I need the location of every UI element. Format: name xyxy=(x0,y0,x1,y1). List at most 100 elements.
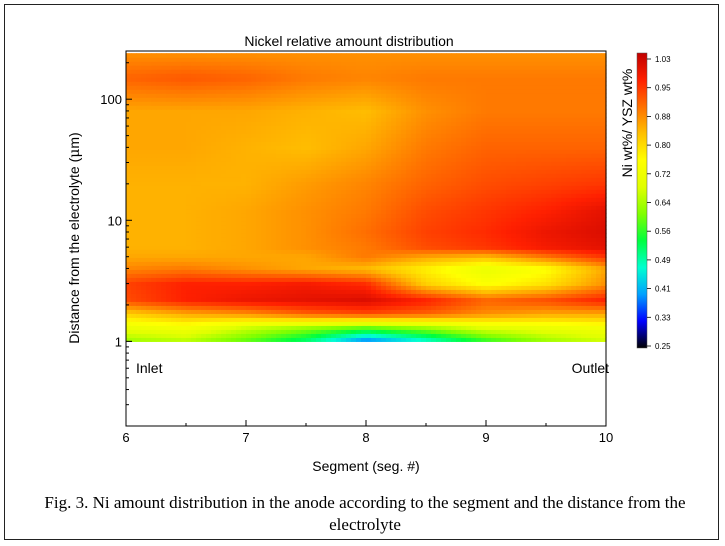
heatmap-cell xyxy=(286,169,292,174)
heatmap-cell xyxy=(476,269,482,274)
heatmap-cell xyxy=(331,201,337,206)
heatmap-cell xyxy=(501,137,507,142)
heatmap-cell xyxy=(416,205,422,210)
heatmap-cell xyxy=(126,201,132,206)
heatmap-cell xyxy=(451,149,457,154)
heatmap-cell xyxy=(296,297,302,302)
heatmap-cell xyxy=(346,265,352,270)
heatmap-cell xyxy=(296,301,302,306)
heatmap-cell xyxy=(516,133,522,138)
heatmap-cell xyxy=(451,293,457,298)
heatmap-cell xyxy=(551,173,557,178)
heatmap-cell xyxy=(151,205,157,210)
heatmap-cell xyxy=(331,241,337,246)
heatmap-cell xyxy=(436,277,442,282)
heatmap-cell xyxy=(486,173,492,178)
heatmap-cell xyxy=(591,289,597,294)
heatmap-cell xyxy=(286,261,292,266)
heatmap-cell xyxy=(181,253,187,258)
heatmap-cell xyxy=(586,277,592,282)
heatmap-cell xyxy=(211,225,217,230)
heatmap-cell xyxy=(496,217,502,222)
heatmap-cell xyxy=(451,309,457,314)
heatmap-cell xyxy=(156,213,162,218)
heatmap-cell xyxy=(361,249,367,254)
heatmap-cell xyxy=(211,209,217,214)
heatmap-cell xyxy=(376,249,382,254)
heatmap-cell xyxy=(461,173,467,178)
heatmap-cell xyxy=(506,237,512,242)
heatmap-cell xyxy=(266,185,272,190)
heatmap-cell xyxy=(291,185,297,190)
heatmap-cell xyxy=(526,321,532,326)
heatmap-cell xyxy=(251,269,257,274)
heatmap-cell xyxy=(296,157,302,162)
heatmap-cell xyxy=(346,141,352,146)
heatmap-cell xyxy=(391,145,397,150)
heatmap-cell xyxy=(156,249,162,254)
heatmap-cell xyxy=(206,165,212,170)
heatmap-cell xyxy=(531,317,537,322)
heatmap-cell xyxy=(296,213,302,218)
heatmap-cell xyxy=(526,297,532,302)
heatmap-cell xyxy=(416,313,422,318)
heatmap-cell xyxy=(446,177,452,182)
heatmap-cell xyxy=(396,169,402,174)
heatmap-cell xyxy=(291,333,297,338)
heatmap-cell xyxy=(461,137,467,142)
heatmap-cell xyxy=(566,153,572,158)
heatmap-cell xyxy=(266,237,272,242)
heatmap-cell xyxy=(416,337,422,342)
heatmap-cell xyxy=(276,289,282,294)
heatmap-cell xyxy=(126,217,132,222)
heatmap-cell xyxy=(441,197,447,202)
heatmap-cell xyxy=(346,165,352,170)
heatmap-cell xyxy=(166,245,172,250)
heatmap-cell xyxy=(131,153,137,158)
heatmap-cell xyxy=(401,193,407,198)
heatmap-cell xyxy=(516,229,522,234)
heatmap-cell xyxy=(341,293,347,298)
heatmap-cell xyxy=(546,161,552,166)
heatmap-cell xyxy=(341,233,347,238)
heatmap-cell xyxy=(601,285,607,290)
heatmap-cell xyxy=(156,273,162,278)
heatmap-cell xyxy=(161,249,167,254)
heatmap-cell xyxy=(166,289,172,294)
heatmap-cell xyxy=(281,161,287,166)
heatmap-cell xyxy=(271,221,277,226)
heatmap-cell xyxy=(396,237,402,242)
heatmap-cell xyxy=(406,137,412,142)
heatmap-cell xyxy=(221,157,227,162)
heatmap-cell xyxy=(581,145,587,150)
heatmap-cell xyxy=(431,193,437,198)
heatmap-cell xyxy=(301,201,307,206)
heatmap-cell xyxy=(426,201,432,206)
heatmap-cell xyxy=(296,253,302,258)
heatmap-cell xyxy=(436,225,442,230)
heatmap-cell xyxy=(436,169,442,174)
heatmap-cell xyxy=(156,217,162,222)
heatmap-cell xyxy=(221,173,227,178)
heatmap-cell xyxy=(381,201,387,206)
heatmap-cell xyxy=(351,169,357,174)
heatmap-cell xyxy=(566,273,572,278)
heatmap-cell xyxy=(321,181,327,186)
heatmap-cell xyxy=(181,233,187,238)
heatmap-cell xyxy=(241,253,247,258)
heatmap-cell xyxy=(171,309,177,314)
heatmap-cell xyxy=(276,141,282,146)
heatmap-cell xyxy=(441,289,447,294)
heatmap-cell xyxy=(551,333,557,338)
heatmap-cell xyxy=(381,213,387,218)
heatmap-cell xyxy=(356,249,362,254)
heatmap-cell xyxy=(386,329,392,334)
heatmap-cell xyxy=(311,273,317,278)
heatmap-cell xyxy=(211,185,217,190)
heatmap-cell xyxy=(176,297,182,302)
heatmap-cell xyxy=(146,225,152,230)
heatmap-cell xyxy=(191,305,197,310)
heatmap-cell xyxy=(366,237,372,242)
heatmap-cell xyxy=(241,309,247,314)
heatmap-cell xyxy=(276,281,282,286)
